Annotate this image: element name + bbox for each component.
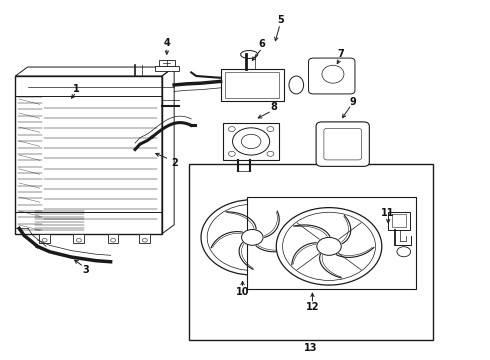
Bar (388, 212, 410, 230)
Text: 1: 1 (73, 84, 80, 94)
Circle shape (242, 229, 263, 245)
Text: 9: 9 (349, 97, 356, 107)
Circle shape (276, 208, 382, 285)
Ellipse shape (289, 76, 304, 94)
Bar (39, 234, 50, 243)
Bar (189, 164, 433, 339)
Text: 10: 10 (236, 287, 249, 297)
Circle shape (76, 238, 81, 242)
Text: 12: 12 (306, 302, 319, 312)
FancyBboxPatch shape (309, 58, 355, 94)
Text: 7: 7 (337, 49, 343, 59)
Circle shape (317, 237, 341, 255)
Text: 3: 3 (83, 265, 90, 275)
Text: 13: 13 (304, 343, 318, 353)
Bar (220, 69, 284, 101)
Circle shape (267, 151, 274, 156)
Circle shape (111, 238, 116, 242)
Bar (159, 60, 175, 66)
Circle shape (42, 238, 47, 242)
Ellipse shape (322, 65, 344, 83)
FancyBboxPatch shape (316, 122, 369, 166)
Circle shape (207, 204, 297, 270)
Bar (74, 234, 84, 243)
Bar (247, 197, 416, 289)
Text: 5: 5 (277, 15, 284, 26)
Text: 6: 6 (259, 40, 266, 49)
Bar (108, 234, 119, 243)
Text: 11: 11 (381, 208, 395, 218)
Circle shape (242, 134, 261, 149)
Bar (223, 123, 279, 160)
Bar (225, 72, 279, 98)
Circle shape (267, 127, 274, 132)
Bar (155, 66, 179, 71)
Circle shape (228, 151, 235, 156)
Text: 4: 4 (164, 38, 170, 48)
Circle shape (143, 238, 147, 242)
Text: 2: 2 (171, 158, 177, 168)
Circle shape (228, 127, 235, 132)
FancyBboxPatch shape (324, 129, 362, 160)
Circle shape (283, 212, 375, 280)
Circle shape (201, 200, 304, 275)
Circle shape (233, 128, 270, 155)
Bar (140, 234, 150, 243)
Text: 8: 8 (270, 102, 277, 112)
Circle shape (397, 247, 411, 257)
Ellipse shape (241, 50, 258, 58)
Bar (392, 215, 406, 227)
